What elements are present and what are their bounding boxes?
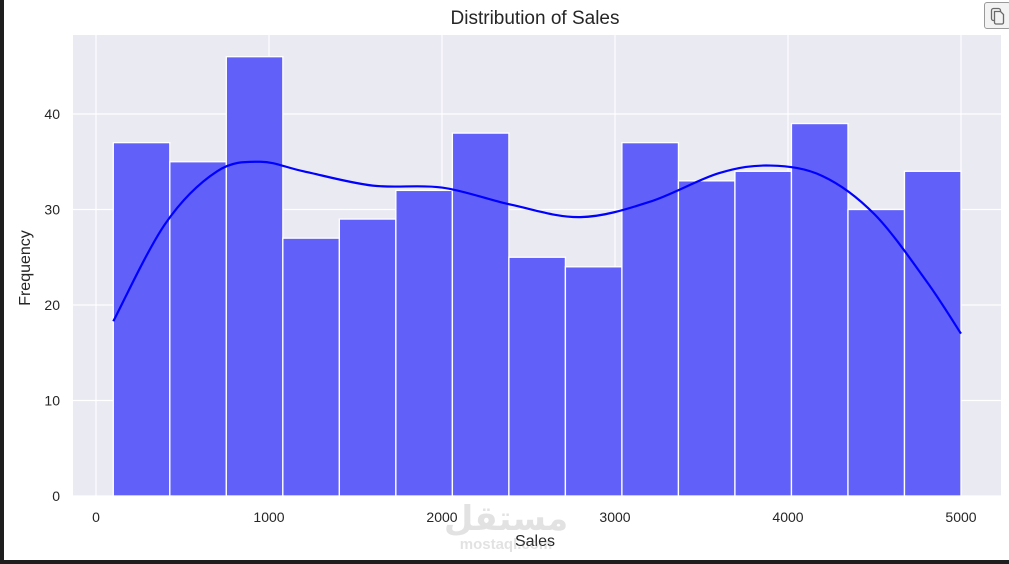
x-axis-label: Sales xyxy=(515,533,555,550)
watermark-arabic: مستقل xyxy=(444,499,568,539)
histogram-bar xyxy=(621,141,680,497)
histogram-bar xyxy=(903,170,962,497)
histogram-bar xyxy=(169,161,227,497)
x-tick-label: 1000 xyxy=(253,509,284,525)
histogram-bar xyxy=(847,208,906,497)
histogram-bar xyxy=(734,170,793,497)
histogram-bar xyxy=(677,180,736,497)
histogram-bar xyxy=(564,266,623,497)
copy-output-button[interactable] xyxy=(984,2,1009,29)
histogram-bar xyxy=(395,189,454,497)
x-tick-label: 4000 xyxy=(772,509,803,525)
histogram-bar xyxy=(790,122,849,497)
y-axis-ticks: 0 10 20 30 40 xyxy=(44,106,60,504)
histogram-bars xyxy=(112,56,962,497)
y-axis-label: Frequency xyxy=(17,230,34,306)
y-tick-label: 0 xyxy=(52,488,60,504)
x-axis-ticks: 0 1000 2000 3000 4000 5000 xyxy=(92,509,977,525)
histogram-bar xyxy=(112,141,171,497)
kde-curve xyxy=(112,160,962,335)
watermark: مستقل mostaql.com xyxy=(444,499,568,553)
x-tick-label: 2000 xyxy=(426,509,457,525)
histogram-bar xyxy=(338,218,397,497)
x-tick-label: 0 xyxy=(92,509,100,525)
y-tick-label: 40 xyxy=(44,106,60,122)
histogram-bar xyxy=(225,56,284,497)
histogram-bar xyxy=(508,256,567,497)
histogram-chart: 0 10 20 30 40 0 1000 2000 3000 4000 5000 Distribu… xyxy=(17,8,1001,553)
copy-icon xyxy=(990,7,1004,25)
y-tick-label: 10 xyxy=(44,393,60,409)
y-tick-label: 30 xyxy=(44,202,60,218)
x-tick-label: 3000 xyxy=(599,509,630,525)
y-tick-label: 20 xyxy=(44,297,60,313)
notebook-output-area: 0 10 20 30 40 0 1000 2000 3000 4000 5000 Distribu… xyxy=(4,0,1009,560)
histogram-bar xyxy=(451,132,510,497)
x-tick-label: 5000 xyxy=(945,509,976,525)
watermark-latin: mostaql.com xyxy=(460,536,553,553)
histogram-bar xyxy=(282,237,341,497)
chart-title: Distribution of Sales xyxy=(451,8,620,29)
